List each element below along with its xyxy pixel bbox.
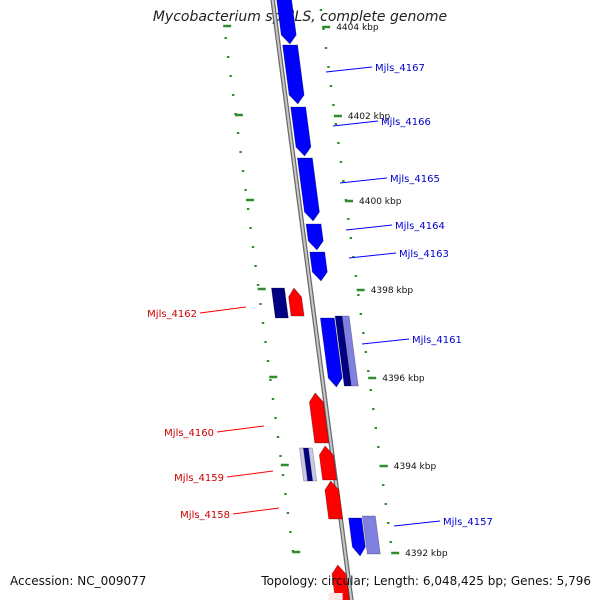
reverse-gene-arrow[interactable]	[288, 287, 305, 317]
forward-gene-arrow[interactable]	[309, 251, 328, 282]
forward-label-leader	[332, 120, 379, 127]
forward-gene-label[interactable]: Mjls_4167	[375, 63, 425, 74]
forward-label-leader	[325, 66, 373, 73]
forward-label-leader	[361, 338, 410, 345]
forward-gene-label[interactable]: Mjls_4165	[390, 174, 440, 185]
left-tick-track	[224, 37, 295, 552]
reverse-gene-label[interactable]: Mjls_4160	[164, 428, 214, 439]
reverse-gene-label[interactable]: Mjls_4159	[174, 473, 224, 484]
genome-summary: Topology: circular; Length: 6,048,425 bp…	[261, 574, 591, 588]
reverse-gene-arrow[interactable]	[318, 445, 338, 481]
right-tick-track	[319, 9, 392, 543]
forward-gene-arrow[interactable]	[305, 223, 324, 251]
reverse-label-leader	[199, 306, 247, 314]
forward-gene-arrow[interactable]	[290, 106, 312, 157]
topology-text: Topology: circular	[261, 574, 366, 588]
forward-label-leader	[345, 224, 393, 231]
reverse-gene-block[interactable]	[308, 447, 318, 482]
forward-gene-label[interactable]: Mjls_4164	[395, 221, 445, 232]
gene-features[interactable]	[271, 0, 381, 600]
forward-gene-arrow[interactable]	[276, 0, 297, 45]
tick-label: 4394 kbp	[394, 462, 437, 472]
reverse-label-leader	[232, 507, 280, 515]
reverse-label-leader	[226, 470, 274, 478]
genes-count-text: Genes: 5,796	[510, 574, 591, 588]
forward-gene-label[interactable]: Mjls_4157	[443, 517, 493, 528]
forward-gene-block[interactable]	[361, 515, 381, 555]
forward-gene-arrow[interactable]	[282, 44, 305, 105]
forward-label-leader	[339, 177, 388, 184]
forward-gene-arrow[interactable]	[319, 317, 343, 388]
accession-text: Accession: NC_009077	[10, 574, 147, 588]
tick-label: 4392 kbp	[405, 549, 448, 559]
reverse-gene-arrow[interactable]	[324, 480, 344, 520]
forward-label-leader	[393, 520, 441, 527]
forward-label-leader	[348, 252, 397, 259]
map-title: Mycobacterium sp. JLS, complete genome	[152, 9, 448, 25]
forward-gene-label[interactable]: Mjls_4166	[381, 117, 431, 128]
reverse-gene-arrow[interactable]	[331, 564, 350, 600]
reverse-label-leader	[216, 425, 265, 433]
tick-label: 4400 kbp	[359, 197, 402, 207]
ruler-ticks: 4404 kbp 4402 kbp 4400 kbp 4398 kbp 4396 kbp…	[223, 9, 448, 559]
forward-gene-label[interactable]: Mjls_4163	[399, 249, 449, 260]
forward-gene-block[interactable]	[341, 315, 359, 387]
tick-label: 4396 kbp	[382, 374, 425, 384]
tick-label: 4398 kbp	[371, 286, 414, 296]
tick-label: 4402 kbp	[348, 112, 391, 122]
gene-labels[interactable]: Mjls_4167 Mjls_4166 Mjls_4165 Mjls_4164 Mjls…	[147, 63, 493, 528]
reverse-gene-label[interactable]: Mjls_4158	[180, 510, 230, 521]
length-text: Length: 6,048,425 bp	[373, 574, 503, 588]
reverse-gene-arrow[interactable]	[309, 392, 330, 444]
reverse-gene-block[interactable]	[271, 287, 289, 319]
forward-gene-label[interactable]: Mjls_4161	[412, 335, 462, 346]
reverse-gene-fragment	[328, 593, 343, 600]
forward-gene-arrow[interactable]	[348, 517, 366, 557]
reverse-gene-label[interactable]: Mjls_4162	[147, 309, 197, 320]
tick-label: 4404 kbp	[336, 23, 379, 33]
forward-gene-arrow[interactable]	[296, 157, 320, 222]
